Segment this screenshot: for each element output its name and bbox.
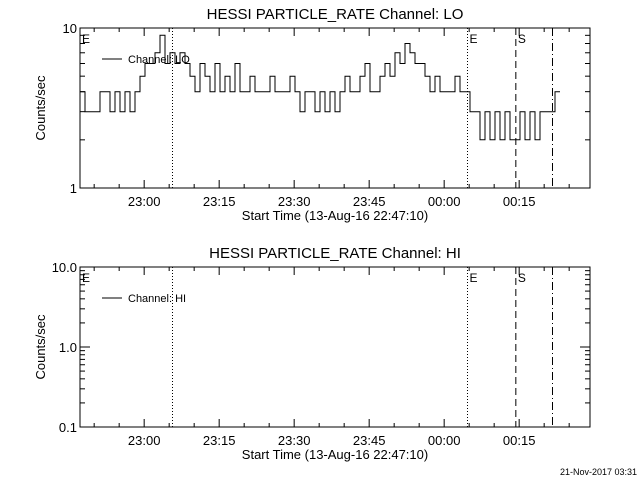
chart-panel-2: HESSI PARTICLE_RATE Channel: HI 23:00 23:1…: [33, 245, 591, 462]
data-series-line: [80, 34, 560, 141]
x-axis-label: Start Time (13-Aug-16 22:47:10): [242, 447, 428, 462]
y-tick-label: 10.0: [52, 260, 77, 275]
x-tick-label: 00:15: [503, 433, 536, 448]
x-tick-label: 23:30: [278, 433, 311, 448]
plot-frame: [79, 266, 591, 428]
plot-timestamp: 21-Nov-2017 03:31: [560, 467, 637, 477]
event-marker-label: E: [82, 32, 90, 46]
y-tick-label: 1.0: [59, 340, 77, 355]
legend-label: Channel: HI: [128, 293, 186, 305]
chart-title: HESSI PARTICLE_RATE Channel: LO: [207, 6, 464, 23]
y-axis-label: Counts/sec: [33, 314, 48, 380]
x-tick-label: 23:00: [128, 194, 161, 209]
x-tick-label: 23:30: [278, 194, 311, 209]
x-tick-label: 23:15: [203, 433, 236, 448]
event-marker-label: E: [470, 271, 478, 285]
plot-frame: [79, 27, 591, 189]
y-tick-label: 0.1: [59, 420, 77, 435]
x-tick-label: 00:00: [428, 194, 461, 209]
event-marker-label: E: [470, 32, 478, 46]
y-tick-label: 1: [70, 181, 77, 196]
event-marker-label: S: [518, 32, 526, 46]
event-marker-label: S: [518, 271, 526, 285]
y-tick-label: 10: [63, 21, 77, 36]
x-tick-label: 23:15: [203, 194, 236, 209]
x-tick-label: 23:00: [128, 433, 161, 448]
y-axis-label: Counts/sec: [33, 75, 48, 141]
x-axis-label: Start Time (13-Aug-16 22:47:10): [242, 208, 428, 223]
x-tick-label: 00:00: [428, 433, 461, 448]
x-tick-label: 00:15: [503, 194, 536, 209]
legend-label: Channel: LO: [128, 54, 190, 66]
x-tick-label: 23:45: [353, 433, 386, 448]
chart-title: HESSI PARTICLE_RATE Channel: HI: [209, 245, 461, 262]
x-tick-label: 23:45: [353, 194, 386, 209]
chart-panel-1: HESSI PARTICLE_RATE Channel: LO 23:00 23:1…: [33, 6, 591, 223]
event-marker-label: E: [82, 271, 90, 285]
